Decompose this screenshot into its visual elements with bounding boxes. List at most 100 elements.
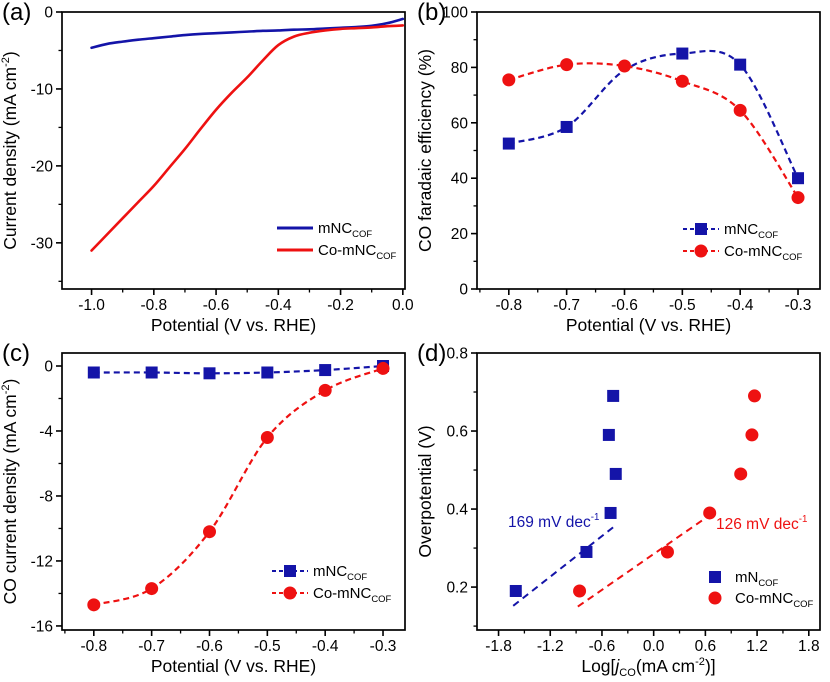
x-tick-label: 1.2: [746, 638, 768, 655]
x-tick-label: -0.6: [203, 297, 230, 314]
series-line: [90, 24, 405, 252]
x-tick-label: -1.8: [485, 638, 512, 655]
circle-marker: [675, 74, 689, 88]
circle-marker: [283, 586, 297, 600]
x-axis-title: Potential (V vs. RHE): [151, 315, 316, 335]
square-marker: [502, 137, 515, 150]
x-tick-label: 0.6: [695, 638, 717, 655]
plot-frame: [61, 11, 406, 290]
square-marker: [792, 172, 805, 185]
panel-c: -0.8 -0.7 -0.6 -0.5 -0.4 -0.3 0 -4 -8 -12 -16 Poten…: [0, 340, 415, 682]
x-tick-label: -1.2: [537, 638, 564, 655]
y-tick-label: 20: [451, 226, 469, 243]
annotation-1: 126 mV dec-1: [716, 514, 807, 533]
plot-frame: [61, 352, 406, 631]
series-Co-mNC: [90, 24, 405, 252]
x-tick-label: -0.6: [611, 297, 638, 314]
square-marker: [87, 366, 100, 379]
panel-c-label: (c): [2, 340, 30, 367]
square-marker: [580, 545, 593, 558]
fit-line-0: [512, 525, 615, 607]
x-tick-label: -0.4: [727, 297, 754, 314]
circle-marker: [748, 389, 761, 403]
circle-marker: [145, 582, 159, 596]
series-mNC: [502, 47, 805, 185]
circle-marker: [733, 103, 747, 117]
x-tick-label: 0.0: [392, 297, 414, 314]
circle-marker: [318, 383, 332, 397]
y-tick-label: -8: [39, 488, 53, 505]
square-marker: [676, 47, 689, 60]
y-tick-label: -20: [31, 158, 54, 175]
circle-marker: [703, 506, 717, 520]
series-Co-mNC: [87, 361, 390, 612]
y-axis-ticks: 0 20 40 60 80 100: [442, 5, 477, 299]
series-curve: [93, 364, 384, 375]
y-tick-label: -16: [31, 618, 53, 635]
y-axis-title: CO faradaic efficiency (%): [415, 49, 435, 252]
circle-marker: [573, 584, 587, 598]
y-tick-label: -30: [31, 235, 54, 252]
square-marker: [319, 364, 332, 377]
x-tick-label: -1.0: [78, 297, 105, 314]
x-tick-label: -0.8: [80, 638, 107, 655]
y-tick-label: 0.8: [446, 346, 468, 363]
square-marker: [609, 467, 622, 480]
x-tick-label: 1.8: [798, 638, 820, 655]
y-tick-label: -4: [39, 423, 53, 440]
square-marker: [695, 223, 707, 235]
series-line: [90, 17, 405, 50]
legend-label: mNCOF: [735, 569, 778, 589]
x-axis-ticks: -0.8 -0.7 -0.6 -0.5 -0.4 -0.3: [64, 630, 396, 655]
legend-label: Co-mNCCOF: [318, 242, 397, 262]
series-Co-mNC: [573, 389, 761, 598]
y-tick-label: 0: [44, 359, 53, 376]
series-Co-mNC: [502, 58, 805, 205]
panel-c-chart: -0.8 -0.7 -0.6 -0.5 -0.4 -0.3 0 -4 -8 -12 -16 Poten…: [0, 352, 406, 676]
y-tick-label: 0.4: [446, 502, 468, 519]
square-marker: [261, 366, 274, 379]
x-axis-ticks: -0.8 -0.7 -0.6 -0.5 -0.4 -0.3: [479, 289, 812, 314]
x-tick-label: -0.3: [785, 297, 812, 314]
panel-d: -1.8 -1.2 -0.6 0.0 0.6 1.2 1.8 0.2 0.4 0.6 0.8 Log[…: [415, 340, 830, 682]
x-tick-label: -0.8: [140, 297, 167, 314]
y-axis-ticks: 0.2 0.4 0.6 0.8: [446, 346, 477, 627]
square-marker: [604, 506, 617, 519]
series-curve: [508, 49, 800, 179]
panel-d-chart: -1.8 -1.2 -0.6 0.0 0.6 1.2 1.8 0.2 0.4 0.6 0.8 Log[…: [415, 346, 821, 679]
circle-marker: [376, 361, 390, 375]
square-marker: [709, 571, 721, 583]
square-marker: [284, 565, 296, 577]
y-tick-label: 100: [442, 5, 468, 22]
y-tick-label: 0: [459, 282, 468, 299]
square-marker: [602, 428, 615, 441]
circle-marker: [618, 59, 631, 73]
y-tick-label: 0.6: [446, 424, 468, 441]
y-tick-label: 40: [451, 171, 469, 188]
legend-label: Co-mNCCOF: [313, 585, 392, 605]
legend-label: Co-mNCCOF: [735, 590, 814, 610]
square-marker: [734, 58, 747, 71]
x-tick-label: -0.4: [312, 638, 339, 655]
circle-marker: [791, 191, 805, 205]
square-marker: [145, 366, 158, 379]
x-axis-ticks: -1.8 -1.2 -0.6 0.0 0.6 1.2 1.8: [485, 630, 820, 655]
x-tick-label: -0.2: [327, 297, 354, 314]
panel-b-label: (b): [417, 0, 447, 26]
circle-marker: [560, 58, 574, 72]
y-axis-title: CO current density (mA cm-2): [0, 379, 20, 605]
x-tick-label: -0.5: [669, 297, 696, 314]
x-axis-title: Log[jCO(mA cm-2)]: [581, 656, 715, 679]
series-mNC: [87, 360, 390, 380]
circle-marker: [260, 430, 274, 444]
y-tick-label: 0.2: [446, 580, 468, 597]
circle-marker: [660, 545, 674, 559]
y-tick-label: 80: [451, 60, 469, 77]
circle-marker: [203, 525, 216, 539]
series-mNC: [90, 17, 405, 50]
x-tick-label: 0.0: [643, 638, 665, 655]
y-axis-ticks: 0 -10 -20 -30: [31, 5, 62, 282]
panel-a-label: (a): [2, 0, 32, 26]
